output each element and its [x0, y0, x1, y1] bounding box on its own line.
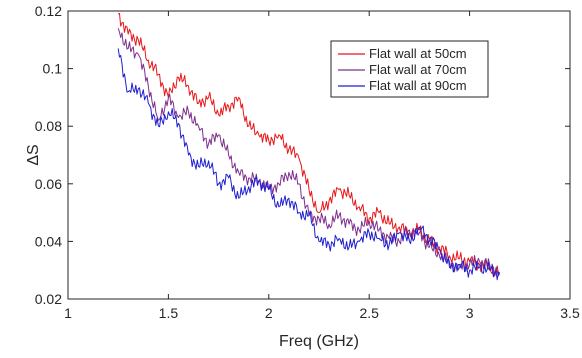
legend-label-70cm: Flat wall at 70cm [369, 62, 467, 77]
axes-layer [67, 10, 571, 300]
series-layer [117, 13, 501, 281]
y-tick-label: 0.06 [35, 176, 62, 192]
x-tick-label: 2 [265, 305, 273, 321]
x-tick-label: 2.5 [359, 305, 379, 321]
legend-box [330, 40, 489, 98]
legend-label-90cm: Flat wall at 90cm [369, 78, 467, 93]
x-axis-label: Freq (GHz) [279, 333, 359, 350]
y-tick-label: 0.04 [35, 233, 62, 249]
ticks-layer: 1 1.5 2 2.5 3 3.5 0.02 0.04 0.06 0.08 0.1 0.12 [35, 3, 580, 321]
series-line-2 [117, 48, 501, 281]
y-tick-label: 0.12 [35, 3, 62, 19]
x-tick-label: 1.5 [159, 305, 179, 321]
x-tick-label: 3 [466, 305, 474, 321]
y-axis-label: ΔS [25, 144, 42, 165]
axes-box [67, 10, 571, 300]
y-tick-label: 0.1 [43, 61, 63, 77]
legend-label-50cm: Flat wall at 50cm [369, 46, 467, 61]
plot-area [68, 11, 570, 299]
y-tick-label: 0.08 [35, 118, 62, 134]
y-tick-label: 0.02 [35, 291, 62, 307]
legend: Flat wall at 50cm Flat wall at 70cm Flat… [330, 40, 489, 98]
x-tick-label: 3.5 [560, 305, 580, 321]
x-tick-label: 1 [64, 305, 72, 321]
